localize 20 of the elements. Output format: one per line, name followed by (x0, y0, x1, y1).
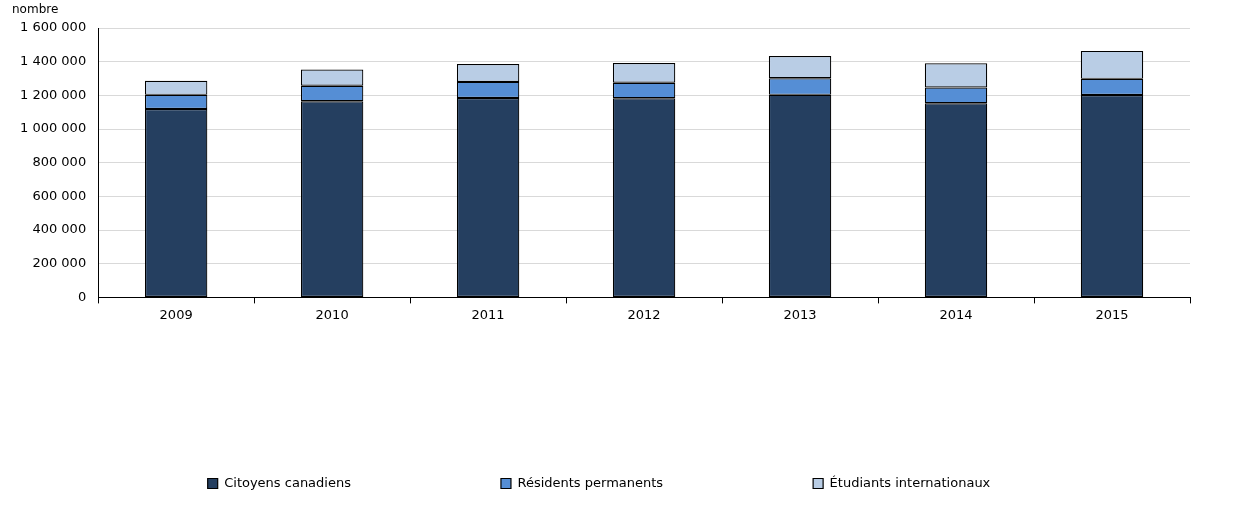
legend-label: Étudiants internationaux (829, 474, 991, 490)
x-tick-label: 2015 (1095, 306, 1129, 322)
x-tick-label: 2014 (939, 306, 973, 322)
y-tick-label: 1 000 000 (19, 120, 87, 136)
y-tick-label: 1 400 000 (19, 53, 87, 69)
y-tick-label: 800 000 (32, 154, 87, 170)
y-axis-title: nombre (12, 2, 59, 17)
x-tick-label: 2010 (315, 306, 349, 322)
y-tick-label: 600 000 (32, 187, 87, 203)
y-tick-label: 400 000 (32, 221, 87, 237)
y-tick-label: 200 000 (32, 255, 87, 271)
x-tick-label: 2011 (471, 306, 505, 322)
x-tick-label: 2012 (627, 306, 661, 322)
legend-label: Résidents permanents (517, 474, 664, 490)
legend-label: Citoyens canadiens (224, 474, 352, 490)
x-tick-label: 2013 (783, 306, 817, 322)
y-tick-label: 1 200 000 (19, 86, 87, 102)
y-tick-label: 0 (77, 288, 87, 304)
x-tick-label: 2009 (159, 306, 193, 322)
y-tick-label: 1 600 000 (19, 19, 87, 35)
